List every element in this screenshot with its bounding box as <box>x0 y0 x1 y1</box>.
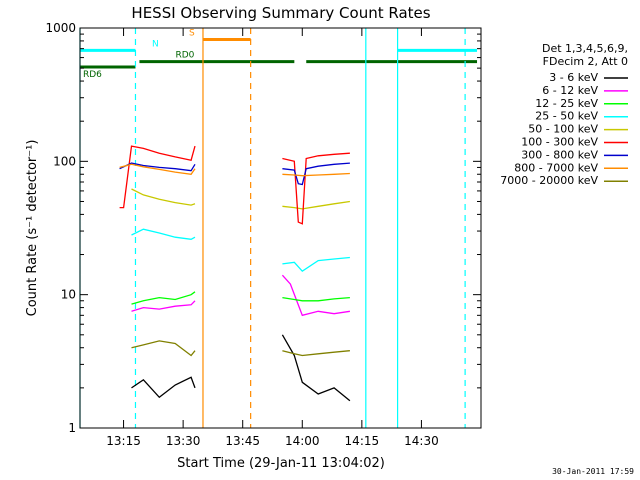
y-axis-label: Count Rate (s⁻¹ detector⁻¹) <box>25 140 40 317</box>
legend-label-7: 800 - 7000 keV <box>514 161 598 174</box>
timestamp: 30-Jan-2011 17:59 <box>552 467 634 476</box>
x-tick-label-4: 14:15 <box>345 434 380 448</box>
plot-frame <box>79 27 482 429</box>
series-2-segment-0 <box>131 291 196 305</box>
y-tick-label-0: 1 <box>68 421 76 435</box>
x-tick-label-1: 13:30 <box>166 434 201 448</box>
legend-label-2: 12 - 25 keV <box>535 97 598 110</box>
series-5-segment-0 <box>119 145 196 209</box>
series-lines <box>119 145 351 402</box>
series-7-segment-1 <box>282 172 350 177</box>
series-0-segment-1 <box>281 334 351 402</box>
series-0-segment-0 <box>131 376 196 399</box>
x-axis-label: Start Time (29-Jan-11 13:04:02) <box>177 456 385 471</box>
series-8-segment-1 <box>282 350 350 357</box>
series-7-segment-0 <box>119 163 196 175</box>
mode-bars: N S RD0 RD6 <box>80 28 478 80</box>
x-tick-label-0: 13:15 <box>106 434 141 448</box>
series-1-segment-1 <box>281 274 350 317</box>
bar-label-N: N <box>152 39 159 49</box>
bar-label-RD6: RD6 <box>83 70 102 80</box>
series-3-segment-0 <box>131 228 196 240</box>
legend-label-6: 300 - 800 keV <box>521 148 598 161</box>
series-6-segment-0 <box>119 162 196 172</box>
series-2-segment-1 <box>282 296 350 302</box>
legend-label-0: 3 - 6 keV <box>549 71 598 84</box>
series-8-segment-0 <box>131 340 196 357</box>
chart-title: HESSI Observing Summary Count Rates <box>131 4 430 22</box>
bar-label-S: S <box>189 28 195 38</box>
legend-label-8: 7000 - 20000 keV <box>500 174 598 187</box>
bar-label-RD0: RD0 <box>175 51 194 61</box>
series-4-segment-0 <box>131 188 196 206</box>
series-1-segment-0 <box>131 300 196 312</box>
legend-header-1: FDecim 2, Att 0 <box>543 55 628 68</box>
series-3-segment-1 <box>282 256 350 273</box>
legend-label-1: 6 - 12 keV <box>542 84 598 97</box>
series-4-segment-1 <box>282 200 350 210</box>
y-tick-label-3: 1000 <box>45 21 76 35</box>
series-6-segment-1 <box>282 162 350 186</box>
mode-vlines <box>79 28 466 428</box>
y-tick-label-1: 10 <box>61 288 76 302</box>
legend-label-5: 100 - 300 keV <box>521 136 598 149</box>
legend-header-0: Det 1,3,4,5,6,9, <box>542 42 628 55</box>
x-tick-label-2: 13:45 <box>225 434 260 448</box>
x-tick-label-3: 14:00 <box>285 434 320 448</box>
legend-label-4: 50 - 100 keV <box>528 123 598 136</box>
legend-label-3: 25 - 50 keV <box>535 110 598 123</box>
x-tick-label-5: 14:30 <box>404 434 439 448</box>
y-axis: 1 10 100 1000 <box>45 21 481 435</box>
legend: Det 1,3,4,5,6,9,FDecim 2, Att 0 3 - 6 keV… <box>500 42 628 187</box>
y-tick-label-2: 100 <box>53 154 76 168</box>
x-axis: 13:15 13:30 13:45 14:00 14:15 14:30 <box>106 28 439 448</box>
